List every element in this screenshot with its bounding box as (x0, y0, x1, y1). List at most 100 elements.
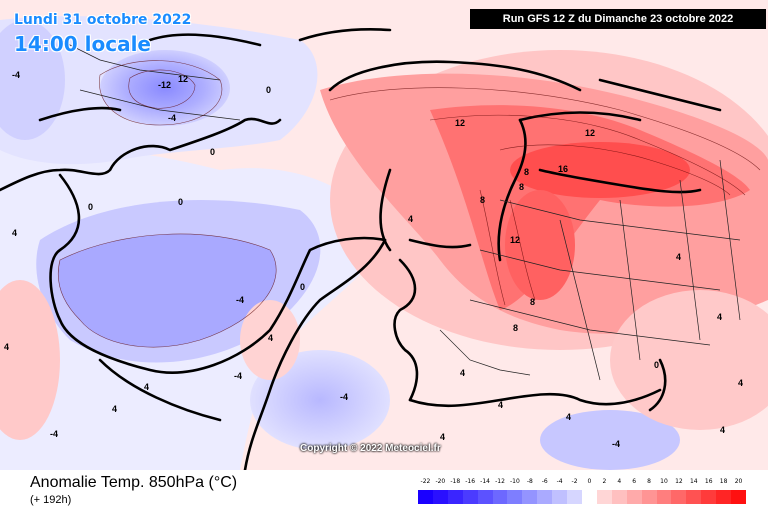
legend-swatch (611, 490, 627, 504)
contour-label: 0 (88, 202, 93, 212)
contour-label: -4 (340, 392, 348, 402)
contour-label: -4 (50, 429, 58, 439)
contour-label: -4 (612, 439, 620, 449)
legend-swatch (462, 490, 478, 504)
legend-tick-label: 12 (675, 478, 683, 485)
legend-tick-label: 14 (689, 478, 698, 485)
legend-tick-label: -10 (510, 478, 520, 485)
forecast-date: Lundi 31 octobre 2022 (14, 12, 192, 28)
contour-label: 4 (12, 228, 17, 238)
cold-zone-labrador (100, 50, 230, 126)
contour-label: 0 (178, 197, 183, 207)
legend-swatch (656, 490, 672, 504)
legend-tick-label: -6 (541, 478, 548, 485)
variable-title: Anomalie Temp. 850hPa (°C) (30, 474, 238, 491)
legend-swatch (567, 490, 582, 504)
legend-swatch (731, 490, 746, 504)
contour-label: 0 (654, 360, 659, 370)
cold-zone-west (0, 20, 65, 140)
legend-tick-label: -14 (480, 478, 490, 485)
contour-label: 4 (498, 400, 503, 410)
legend-swatch (447, 490, 463, 504)
cold-zone-mediterranean (540, 410, 680, 470)
legend-swatch (552, 490, 568, 504)
legend-tick-label: -18 (450, 478, 461, 485)
contour-label: 4 (440, 432, 445, 442)
contour-label: 8 (530, 297, 535, 307)
contour-label: 4 (460, 368, 465, 378)
legend-swatch (537, 490, 553, 504)
legend-swatch (522, 490, 538, 504)
contour-label: -4 (234, 371, 242, 381)
contour-label: 4 (720, 425, 725, 435)
legend-tick-label: -2 (571, 478, 578, 485)
legend-color-bar (418, 490, 746, 504)
legend-tick-label: 4 (617, 478, 622, 485)
legend-tick-label: -16 (465, 478, 476, 485)
legend-swatch (492, 490, 508, 504)
contour-label: 4 (738, 378, 743, 388)
legend-ticks: -22 -20 -18 -16 -14 -12 -10 -8 -6 -4 -2 0 2 4 6 8 10 12 14… (418, 478, 746, 488)
contour-label: 4 (566, 412, 571, 422)
legend-tick-label: 20 (734, 478, 743, 485)
legend-tick-label: 16 (704, 478, 713, 485)
contour-label: 4 (112, 404, 117, 414)
contour-label: 0 (210, 147, 215, 157)
contour-label: 4 (676, 252, 681, 262)
legend-swatch (626, 490, 642, 504)
contour-label: 4 (4, 342, 9, 352)
legend-tick-label: 6 (632, 478, 637, 485)
legend-swatch (581, 490, 597, 504)
forecast-lead-time: (+ 192h) (30, 494, 72, 506)
legend-swatch (716, 490, 732, 504)
warm-zone-core-2 (505, 190, 575, 300)
legend-tick-label: -12 (495, 478, 505, 485)
model-run-label: Run GFS 12 Z du Dimanche 23 octobre 2022 (470, 9, 766, 29)
contour-label: 0 (266, 85, 271, 95)
legend-tick-label: -20 (435, 478, 446, 485)
legend-swatch (432, 490, 448, 504)
contour-label: 8 (513, 323, 518, 333)
contour-label: 0 (300, 282, 305, 292)
contour-label: 12 (510, 235, 520, 245)
legend-tick-label: 8 (647, 478, 651, 485)
warm-zone-azores (240, 300, 300, 380)
contour-label: -4 (236, 295, 244, 305)
warm-zone-west-atlantic (0, 280, 60, 440)
legend-tick-label: -4 (556, 478, 563, 485)
warm-zone-core (510, 142, 690, 198)
contour-label: 12 (455, 118, 465, 128)
copyright: Copyright © 2022 Meteociel.fr (300, 443, 441, 454)
contour-label: 12 (585, 128, 595, 138)
legend-swatch (477, 490, 493, 504)
contour-labels: -12 12 -4 -4 0 0 0 0 -4 -4 -4 12 12 16 8… (4, 70, 743, 449)
legend-swatch (596, 490, 612, 504)
contour-label: 12 (178, 74, 188, 84)
anomaly-map: -12 12 -4 -4 0 0 0 0 -4 -4 -4 12 12 16 8… (0, 0, 768, 470)
legend-tick-label: -22 (420, 478, 431, 485)
contour-label: -4 (168, 113, 176, 123)
contour-label: 4 (717, 312, 722, 322)
contour-label: 8 (524, 167, 529, 177)
cold-zone-south-atlantic (250, 350, 390, 450)
legend-swatch (641, 490, 657, 504)
contour-label: -12 (158, 80, 171, 90)
legend-swatch (507, 490, 523, 504)
legend-tick-label: 18 (719, 478, 728, 485)
contour-label: 8 (519, 182, 524, 192)
legend-tick-label: -8 (526, 478, 533, 485)
legend-swatch (701, 490, 717, 504)
contour-label: 4 (144, 382, 149, 392)
legend-tick-label: 2 (602, 478, 607, 485)
contour-label: 16 (558, 164, 568, 174)
isolines (57, 60, 761, 348)
coastlines (0, 28, 722, 470)
cold-zone-core (58, 233, 277, 348)
contour-label: -4 (12, 70, 20, 80)
color-scale-legend: -22 -20 -18 -16 -14 -12 -10 -8 -6 -4 -2 0 2 4 6 8 10 12 14… (418, 478, 746, 508)
forecast-time: 14:00 locale (14, 32, 151, 56)
contour-label: 4 (268, 333, 273, 343)
legend-tick-label: 0 (587, 478, 592, 485)
legend-swatch (418, 490, 433, 504)
contour-label: 4 (408, 214, 413, 224)
